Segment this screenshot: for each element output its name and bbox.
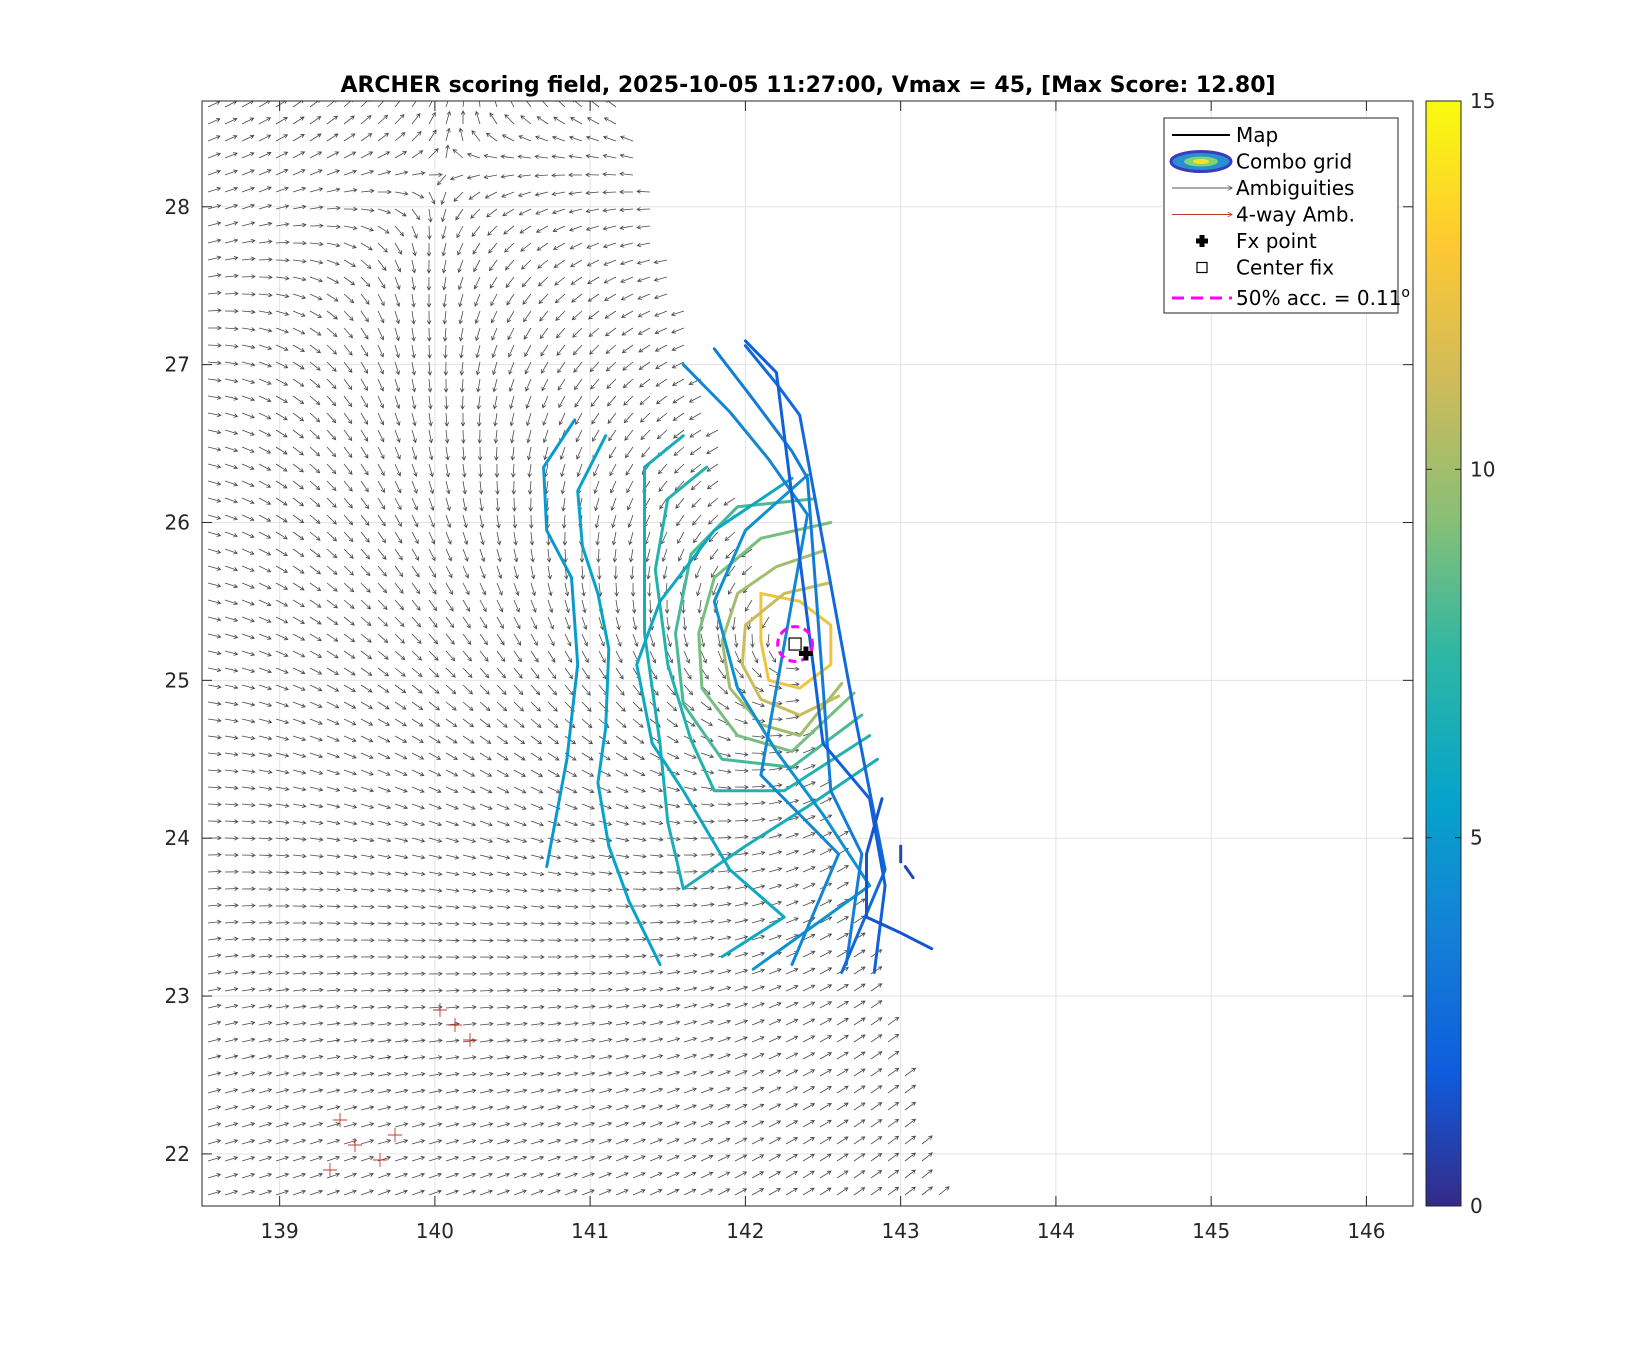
legend-label: Map — [1236, 123, 1278, 147]
contour-line — [681, 363, 841, 966]
contour-line — [720, 549, 844, 738]
fx-point-marker — [798, 646, 813, 661]
y-tick-label: 27 — [165, 353, 190, 377]
accuracy-circle — [776, 625, 814, 663]
colorbar-tick-label: 10 — [1470, 457, 1495, 481]
four-way-arrows — [323, 1003, 477, 1177]
x-tick-label: 145 — [1192, 1219, 1230, 1243]
fix-markers — [776, 625, 814, 663]
legend-label: 50% acc. = 0.11o — [1236, 285, 1410, 310]
legend-plus-swatch — [1196, 235, 1208, 247]
y-tick-label: 25 — [165, 668, 190, 692]
y-tick-label: 28 — [165, 195, 190, 219]
legend-label: Ambiguities — [1236, 176, 1354, 200]
contour-line — [712, 347, 864, 966]
contour-line — [865, 797, 934, 951]
x-tick-label: 140 — [416, 1219, 454, 1243]
ambiguity-field — [207, 101, 950, 1196]
colorbar: 0 5 10 15 — [1425, 89, 1495, 1218]
colorbar-tick-label: 0 — [1470, 1194, 1483, 1218]
contour-line — [743, 339, 887, 974]
legend-square-swatch — [1196, 261, 1208, 274]
y-tick-label: 22 — [165, 1142, 190, 1166]
axis-ticks: 139 140 141 142 143 144 145 146 22 23 24 25 26 27 28 — [165, 101, 1413, 1243]
contour-line — [576, 434, 662, 966]
contour-line — [542, 418, 580, 869]
contour-line — [712, 473, 872, 971]
legend-label: Center fix — [1236, 256, 1334, 280]
x-tick-label: 142 — [726, 1219, 764, 1243]
legend-label: 4-way Amb. — [1236, 203, 1355, 227]
colorbar-tick-label: 5 — [1470, 826, 1483, 850]
x-tick-label: 139 — [261, 1219, 299, 1243]
center-fix-marker — [788, 637, 802, 651]
x-tick-label: 141 — [571, 1219, 609, 1243]
y-tick-label: 26 — [165, 510, 190, 534]
y-tick-label: 23 — [165, 984, 190, 1008]
contour-line — [653, 465, 872, 793]
colorbar-tick-label: 15 — [1470, 89, 1495, 113]
colorbar-gradient — [1425, 100, 1462, 1207]
legend-label: Combo grid — [1236, 150, 1352, 174]
contour-line — [903, 865, 915, 880]
x-tick-label: 143 — [882, 1219, 920, 1243]
x-tick-label: 144 — [1037, 1219, 1075, 1243]
legend-label: Fx point — [1236, 229, 1317, 253]
x-tick-label: 146 — [1347, 1219, 1385, 1243]
contour-line — [697, 521, 856, 753]
contour-line — [740, 581, 841, 717]
y-tick-label: 24 — [165, 826, 190, 850]
contour-line — [643, 434, 879, 891]
score-contours — [542, 339, 934, 974]
contour-line — [635, 476, 794, 959]
four-way-ambiguities — [323, 1003, 477, 1177]
contour-line — [674, 497, 864, 769]
ambiguity-arrows — [207, 101, 950, 1196]
chart-title: ARCHER scoring field, 2025-10-05 11:27:0… — [340, 73, 1275, 98]
axes-frame — [201, 100, 1414, 1207]
